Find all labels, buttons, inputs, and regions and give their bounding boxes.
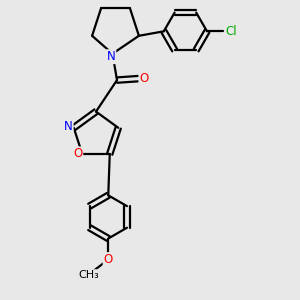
Text: CH₃: CH₃ — [78, 270, 99, 280]
Text: O: O — [140, 72, 148, 85]
Text: N: N — [106, 50, 116, 63]
Text: O: O — [73, 147, 83, 161]
Text: Cl: Cl — [226, 25, 237, 38]
Text: O: O — [103, 253, 113, 266]
Text: N: N — [64, 120, 73, 133]
